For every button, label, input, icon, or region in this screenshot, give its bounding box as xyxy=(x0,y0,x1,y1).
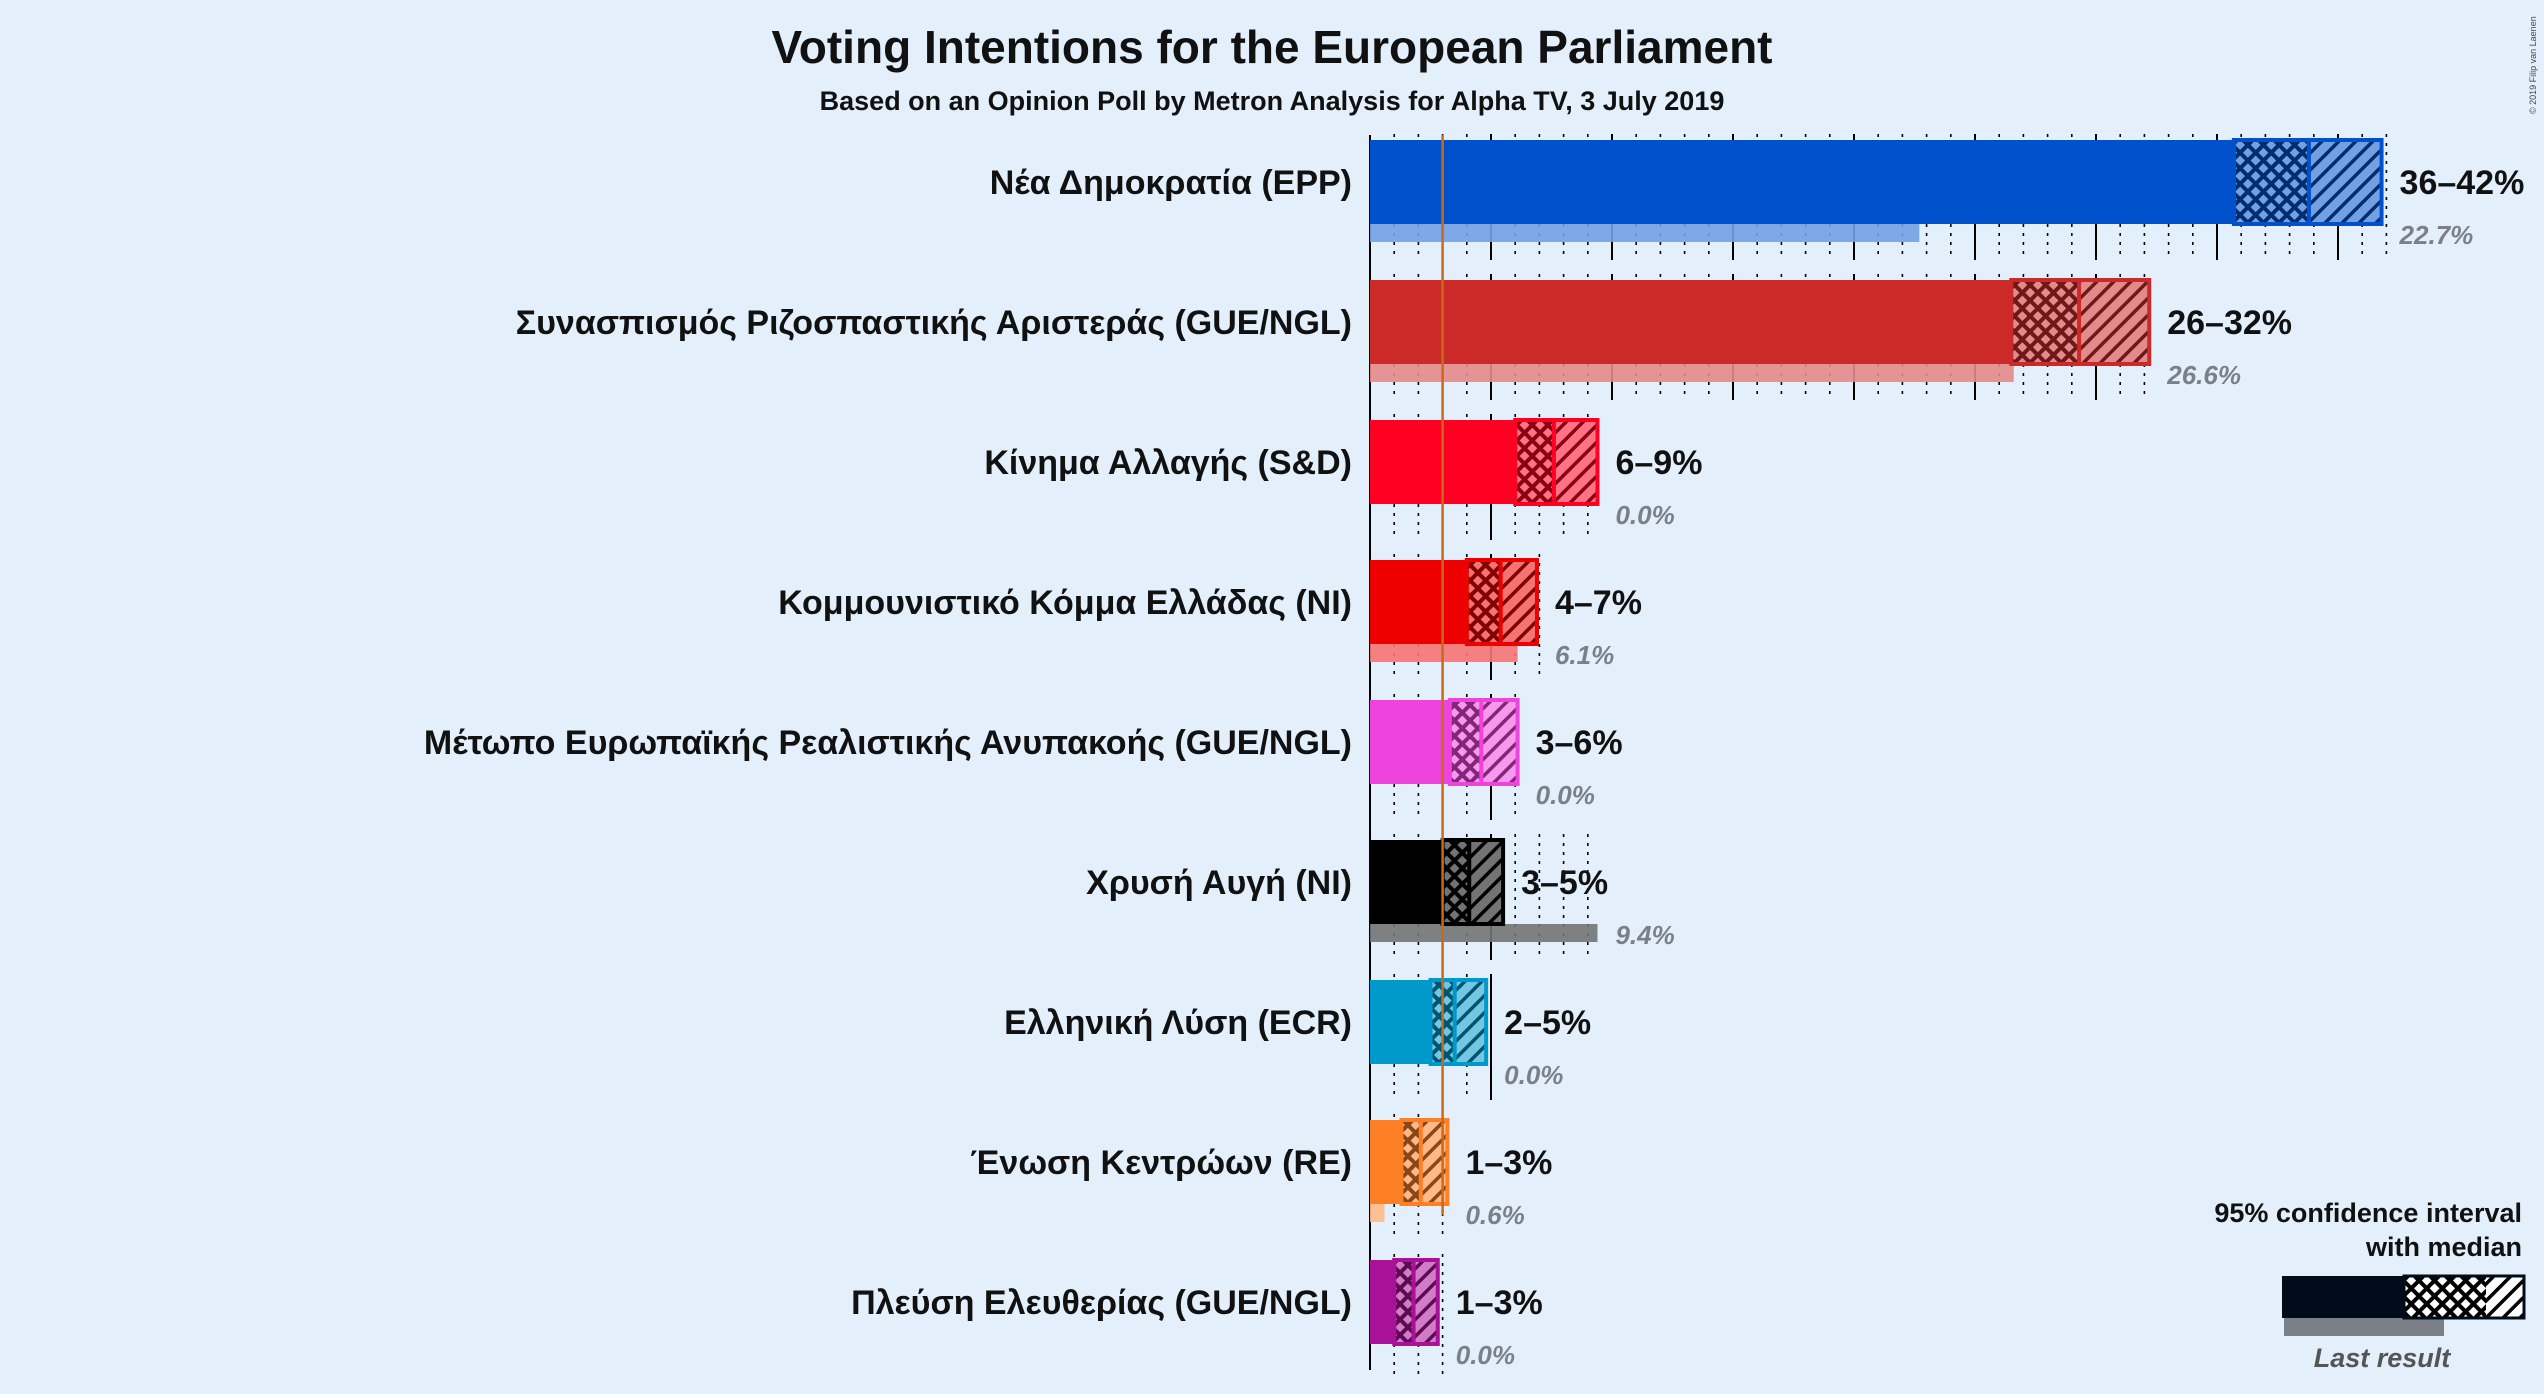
party-label: Ένωση Κεντρώων (RE) xyxy=(970,1144,1352,1182)
chart-subtitle: Based on an Opinion Poll by Metron Analy… xyxy=(819,86,1725,116)
last-result-label: 6.1% xyxy=(1555,640,1614,670)
last-result-label: 26.6% xyxy=(2166,360,2241,390)
ci-low-bar xyxy=(1370,280,2012,364)
range-label: 1–3% xyxy=(1465,1144,1552,1182)
legend-title-line1: 95% confidence interval xyxy=(2214,1198,2522,1228)
range-label: 2–5% xyxy=(1504,1004,1591,1042)
ci-low-bar xyxy=(1370,700,1450,784)
ci-upper-tint xyxy=(2308,140,2382,224)
ci-upper-tint xyxy=(1469,840,1504,924)
ci-outline xyxy=(1399,1118,1450,1206)
party-label: Κομμουνιστικό Κόμμα Ελλάδας (NI) xyxy=(778,584,1352,622)
ci-low-bar xyxy=(1370,1260,1395,1344)
ci-outline xyxy=(1428,978,1489,1066)
ci-outline xyxy=(1513,418,1600,506)
ci-upper-tint xyxy=(1553,420,1598,504)
range-label: 3–6% xyxy=(1536,724,1623,762)
ci-upper-tint xyxy=(1454,980,1487,1064)
range-label: 4–7% xyxy=(1555,584,1642,622)
ci-lower-tint xyxy=(1466,560,1501,644)
ci-low-bar xyxy=(1370,980,1431,1064)
legend-hatch-swatch xyxy=(2486,1276,2524,1318)
party-label: Ελληνική Λύση (ECR) xyxy=(1004,1004,1352,1042)
ci-lower-tint xyxy=(1442,840,1470,924)
last-result-label: 0.0% xyxy=(1504,1060,1563,1090)
last-result-bar xyxy=(1370,924,1598,942)
range-label: 6–9% xyxy=(1615,444,1702,482)
ci-lower-tint xyxy=(1394,1260,1414,1344)
range-label: 36–42% xyxy=(2400,164,2525,202)
ci-lower-tint xyxy=(2011,280,2080,364)
last-result-bar xyxy=(1370,364,2014,382)
party-label: Νέα Δημοκρατία (EPP) xyxy=(990,164,1352,202)
legend-solid-swatch xyxy=(2282,1276,2404,1318)
party-label: Συνασπισμός Ριζοσπαστικής Αριστεράς (GUE… xyxy=(516,304,1352,342)
ci-upper-tint xyxy=(1481,700,1518,784)
last-result-label: 0.6% xyxy=(1465,1200,1524,1230)
chart-title: Voting Intentions for the European Parli… xyxy=(771,21,1773,73)
ci-lower-tint xyxy=(2233,140,2309,224)
range-label: 26–32% xyxy=(2167,304,2292,342)
legend-last-result-swatch xyxy=(2284,1318,2444,1336)
ci-outline xyxy=(1447,698,1520,786)
last-result-label: 0.0% xyxy=(1615,500,1674,530)
last-result-label: 22.7% xyxy=(2399,220,2474,250)
bars-layer xyxy=(1370,138,2384,1346)
party-label: Πλεύση Ελευθερίας (GUE/NGL) xyxy=(851,1284,1352,1322)
last-result-bar xyxy=(1370,1204,1385,1222)
ci-low-bar xyxy=(1370,1120,1402,1204)
party-label: Μέτωπο Ευρωπαϊκής Ρεαλιστικής Ανυπακοής … xyxy=(424,724,1352,762)
last-result-label: 9.4% xyxy=(1615,920,1674,950)
party-label: Κίνημα Αλλαγής (S&D) xyxy=(984,444,1352,482)
labels-layer: Νέα Δημοκρατία (EPP) 36–42% 22.7% Συνασπισμ… xyxy=(424,164,2524,1370)
legend-title-line2: with median xyxy=(2365,1232,2522,1262)
ci-upper-tint xyxy=(2079,280,2150,364)
range-label: 3–5% xyxy=(1521,864,1608,902)
party-label: Χρυσή Αυγή (NI) xyxy=(1086,864,1352,902)
ci-lower-tint xyxy=(1515,420,1554,504)
ci-upper-tint xyxy=(1413,1260,1438,1344)
last-result-label: 0.0% xyxy=(1456,1340,1515,1370)
ci-lower-tint xyxy=(1449,700,1482,784)
ci-upper-tint xyxy=(1500,560,1537,644)
range-label: 1–3% xyxy=(1456,1284,1543,1322)
ci-lower-tint xyxy=(1401,1120,1421,1204)
last-result-bar xyxy=(1370,224,1920,242)
legend: 95% confidence interval with median Last r… xyxy=(2214,1198,2526,1373)
legend-last-result-label: Last result xyxy=(2314,1343,2452,1373)
ci-low-bar xyxy=(1370,840,1443,924)
ci-outline xyxy=(1392,1258,1440,1346)
last-result-label: 0.0% xyxy=(1536,780,1595,810)
ci-low-bar xyxy=(1370,560,1467,644)
ci-low-bar xyxy=(1370,140,2234,224)
legend-ci-outline xyxy=(2402,1274,2526,1320)
legend-crosshatch-swatch xyxy=(2404,1276,2486,1318)
